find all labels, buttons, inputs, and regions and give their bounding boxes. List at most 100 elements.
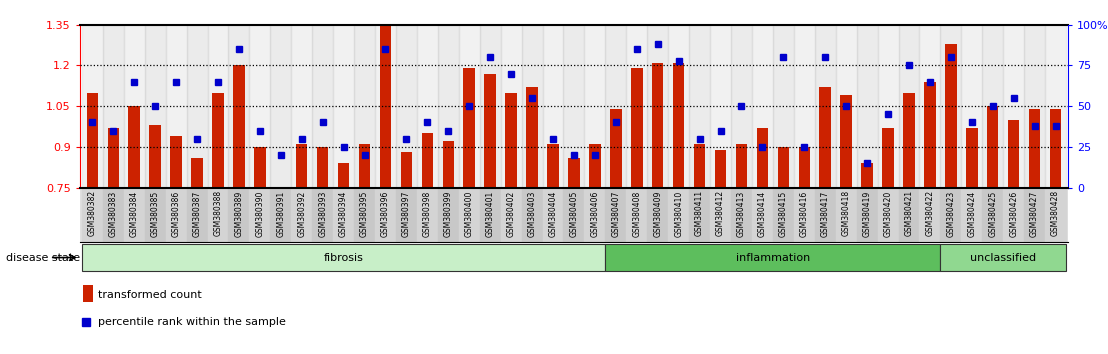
Text: GSM380392: GSM380392 (297, 190, 306, 236)
Bar (903, 93, 915, 188)
Text: unclassified: unclassified (971, 252, 1036, 263)
Bar (291, 188, 312, 242)
Bar (1024, 25, 1045, 188)
Bar (145, 188, 165, 242)
Bar (611, 109, 622, 188)
Text: GSM380400: GSM380400 (464, 190, 474, 237)
Bar (312, 188, 334, 242)
Bar (710, 25, 731, 188)
Bar (814, 25, 835, 188)
Bar (359, 144, 370, 188)
Bar (689, 188, 710, 242)
Bar (710, 188, 731, 242)
Text: GSM380410: GSM380410 (674, 190, 684, 236)
Text: GSM380389: GSM380389 (235, 190, 244, 236)
Text: GSM380397: GSM380397 (402, 190, 411, 237)
Bar (1045, 188, 1066, 242)
Bar (396, 188, 417, 242)
Bar (396, 25, 417, 188)
Bar (317, 147, 328, 188)
Bar (1045, 25, 1066, 188)
Text: GSM380385: GSM380385 (151, 190, 160, 236)
Bar (1008, 120, 1019, 188)
Text: GSM380391: GSM380391 (276, 190, 285, 236)
Bar (547, 144, 558, 188)
Bar (442, 142, 454, 188)
Bar (941, 25, 962, 188)
Bar (380, 19, 391, 188)
Text: GSM380412: GSM380412 (716, 190, 725, 236)
Bar (626, 25, 647, 188)
Bar (647, 25, 668, 188)
Bar (334, 188, 355, 242)
Bar (966, 128, 977, 188)
Bar (668, 188, 689, 242)
Bar (715, 150, 726, 188)
Bar (694, 144, 706, 188)
Bar (401, 152, 412, 188)
Text: transformed count: transformed count (98, 290, 202, 300)
Text: GSM380396: GSM380396 (381, 190, 390, 237)
Bar (799, 147, 810, 188)
Text: GSM380405: GSM380405 (570, 190, 578, 237)
Text: GSM380386: GSM380386 (172, 190, 181, 236)
Bar (568, 158, 579, 188)
Bar (882, 128, 894, 188)
Bar (375, 25, 396, 188)
Text: GSM380382: GSM380382 (88, 190, 96, 236)
Bar (605, 188, 626, 242)
Text: GSM380419: GSM380419 (863, 190, 872, 236)
Bar (459, 25, 480, 188)
Bar (501, 188, 522, 242)
Bar (1029, 109, 1040, 188)
Bar (145, 25, 165, 188)
Bar (312, 25, 334, 188)
Bar (773, 188, 793, 242)
Bar (165, 25, 186, 188)
Bar (856, 188, 878, 242)
Bar (647, 188, 668, 242)
Bar (417, 188, 438, 242)
Bar (505, 93, 517, 188)
FancyBboxPatch shape (82, 244, 605, 271)
Bar (355, 25, 375, 188)
Bar (630, 68, 643, 188)
Bar (228, 188, 249, 242)
Bar (920, 25, 941, 188)
Bar (878, 188, 899, 242)
Text: GSM380398: GSM380398 (423, 190, 432, 236)
Bar (899, 25, 920, 188)
Bar (107, 128, 119, 188)
Bar (186, 188, 207, 242)
Bar (86, 93, 99, 188)
Text: GSM380416: GSM380416 (800, 190, 809, 236)
Bar (941, 188, 962, 242)
Bar (375, 188, 396, 242)
Bar (589, 144, 601, 188)
Bar (752, 188, 773, 242)
Text: GSM380401: GSM380401 (485, 190, 494, 236)
Text: inflammation: inflammation (736, 252, 810, 263)
Text: GSM380426: GSM380426 (1009, 190, 1018, 236)
Bar (840, 95, 852, 188)
Text: GSM380427: GSM380427 (1030, 190, 1039, 236)
Bar (899, 188, 920, 242)
Bar (814, 188, 835, 242)
Bar (124, 188, 145, 242)
Text: GSM380417: GSM380417 (821, 190, 830, 236)
Text: percentile rank within the sample: percentile rank within the sample (98, 317, 286, 327)
Bar (355, 188, 375, 242)
Bar (249, 188, 270, 242)
Bar (778, 147, 789, 188)
Bar (773, 25, 793, 188)
Bar (731, 188, 752, 242)
Bar (673, 63, 685, 188)
Bar (129, 106, 140, 188)
Text: GSM380388: GSM380388 (214, 190, 223, 236)
Text: GSM380422: GSM380422 (925, 190, 934, 236)
Bar (1003, 188, 1024, 242)
Text: GSM380383: GSM380383 (109, 190, 117, 236)
Bar (731, 25, 752, 188)
Bar (233, 65, 245, 188)
Text: GSM380384: GSM380384 (130, 190, 138, 236)
